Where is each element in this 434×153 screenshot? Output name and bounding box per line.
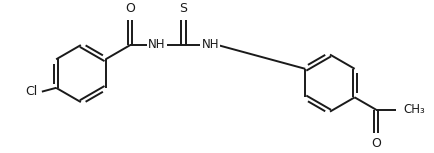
Text: Cl: Cl [25, 85, 37, 98]
Text: NH: NH [201, 38, 219, 51]
Text: O: O [371, 137, 381, 150]
Text: NH: NH [148, 38, 166, 51]
Text: O: O [125, 2, 135, 15]
Text: S: S [180, 2, 187, 15]
Text: CH₃: CH₃ [404, 103, 425, 116]
